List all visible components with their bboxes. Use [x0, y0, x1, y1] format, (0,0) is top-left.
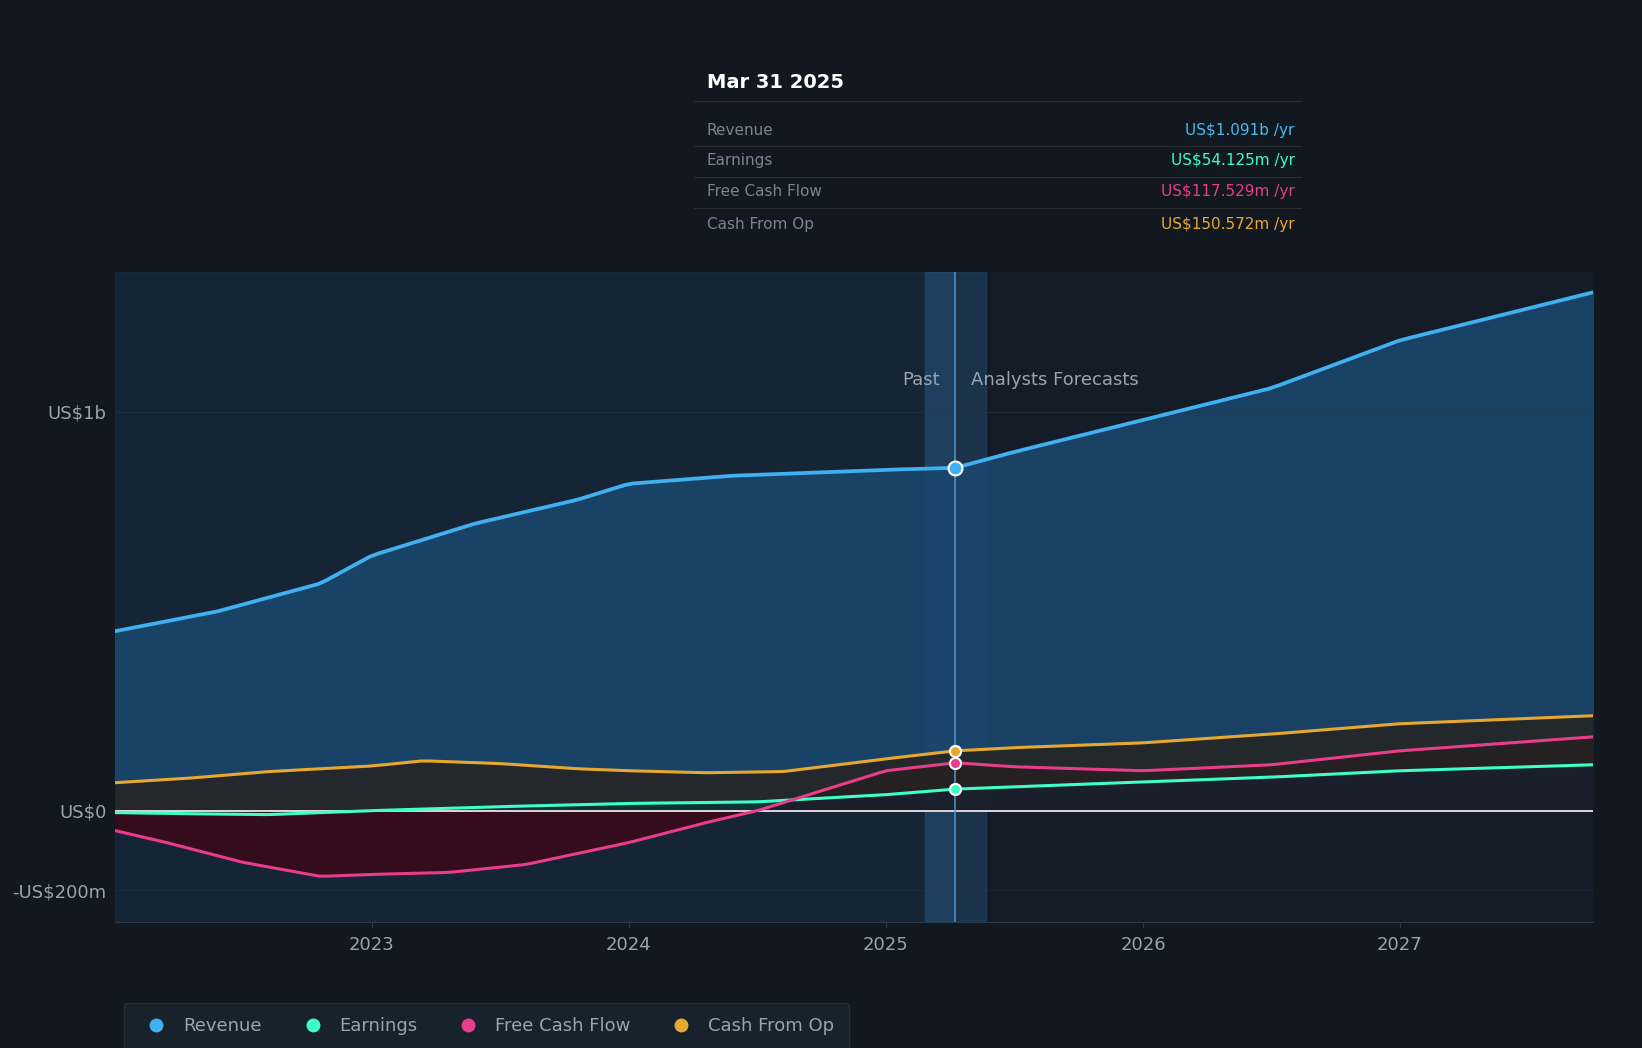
Text: US$117.529m /yr: US$117.529m /yr	[1161, 183, 1294, 199]
Text: US$1.091b /yr: US$1.091b /yr	[1186, 123, 1294, 137]
Text: Free Cash Flow: Free Cash Flow	[706, 183, 821, 199]
Text: US$54.125m /yr: US$54.125m /yr	[1171, 153, 1294, 169]
Text: Analysts Forecasts: Analysts Forecasts	[970, 371, 1138, 389]
Text: Revenue: Revenue	[706, 123, 773, 137]
Text: Mar 31 2025: Mar 31 2025	[706, 73, 844, 92]
Text: Cash From Op: Cash From Op	[706, 217, 814, 232]
Text: Earnings: Earnings	[706, 153, 773, 169]
Legend: Revenue, Earnings, Free Cash Flow, Cash From Op: Revenue, Earnings, Free Cash Flow, Cash …	[123, 1003, 849, 1048]
Bar	[924, 272, 987, 922]
Text: US$150.572m /yr: US$150.572m /yr	[1161, 217, 1294, 232]
Bar	[115, 272, 956, 922]
Bar	[956, 272, 1593, 922]
Text: Past: Past	[903, 371, 939, 389]
